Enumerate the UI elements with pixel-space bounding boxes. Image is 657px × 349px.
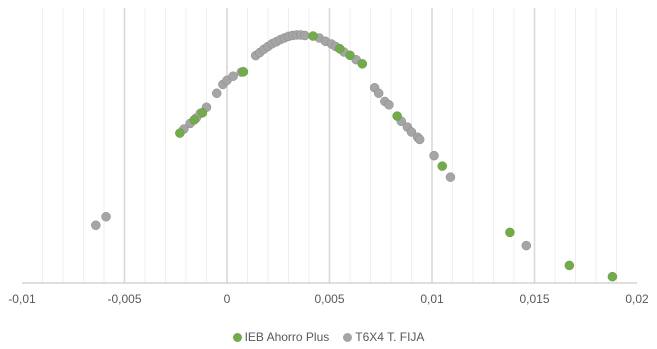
data-point xyxy=(175,128,185,138)
data-point xyxy=(437,161,447,171)
legend: IEB Ahorro Plus T6X4 T. FIJA xyxy=(0,330,657,344)
data-point xyxy=(384,100,394,110)
data-point xyxy=(392,111,402,121)
x-tick-label: -0,005 xyxy=(107,292,141,306)
grid-lines xyxy=(42,8,617,283)
data-point xyxy=(445,172,456,182)
data-point xyxy=(101,211,111,222)
data-point xyxy=(607,271,618,282)
x-tick-labels: -0,01 -0,005 0 0,005 0,01 0,015 0,02 xyxy=(8,292,649,306)
legend-marker-icon xyxy=(232,332,242,342)
data-point xyxy=(564,260,575,271)
data-point xyxy=(429,150,439,161)
data-point xyxy=(406,127,417,137)
legend-marker-icon xyxy=(343,332,353,342)
data-point xyxy=(197,108,208,118)
legend-label: IEB Ahorro Plus xyxy=(244,330,330,344)
data-point xyxy=(212,88,222,98)
data-point xyxy=(228,71,238,81)
data-point xyxy=(373,88,384,98)
x-tick-label: 0,005 xyxy=(314,292,344,306)
x-tick-label: 0,01 xyxy=(420,292,444,306)
legend-label: T6X4 T. FIJA xyxy=(355,330,425,344)
series-t6x4-t-fija xyxy=(91,30,532,251)
series-ieb-ahorro-plus xyxy=(175,31,618,282)
data-point xyxy=(357,59,368,69)
x-tick-label: 0 xyxy=(224,292,231,306)
data-point xyxy=(91,220,101,230)
x-tick-label: 0,02 xyxy=(625,292,649,306)
legend-item: IEB Ahorro Plus xyxy=(232,330,330,344)
data-point xyxy=(414,134,425,145)
data-point xyxy=(521,240,532,251)
x-tick-label: 0,015 xyxy=(519,292,549,306)
legend-item: T6X4 T. FIJA xyxy=(343,330,424,344)
data-point xyxy=(505,227,515,238)
x-tick-label: -0,01 xyxy=(8,292,36,306)
data-point xyxy=(345,50,355,61)
data-point xyxy=(308,31,318,41)
data-point xyxy=(238,67,249,77)
scatter-chart: -0,01 -0,005 0 0,005 0,01 0,015 0,02 xyxy=(8,8,649,306)
data-point xyxy=(189,115,199,125)
data-point xyxy=(335,43,345,54)
data-point xyxy=(300,30,310,41)
data-points xyxy=(91,30,618,282)
